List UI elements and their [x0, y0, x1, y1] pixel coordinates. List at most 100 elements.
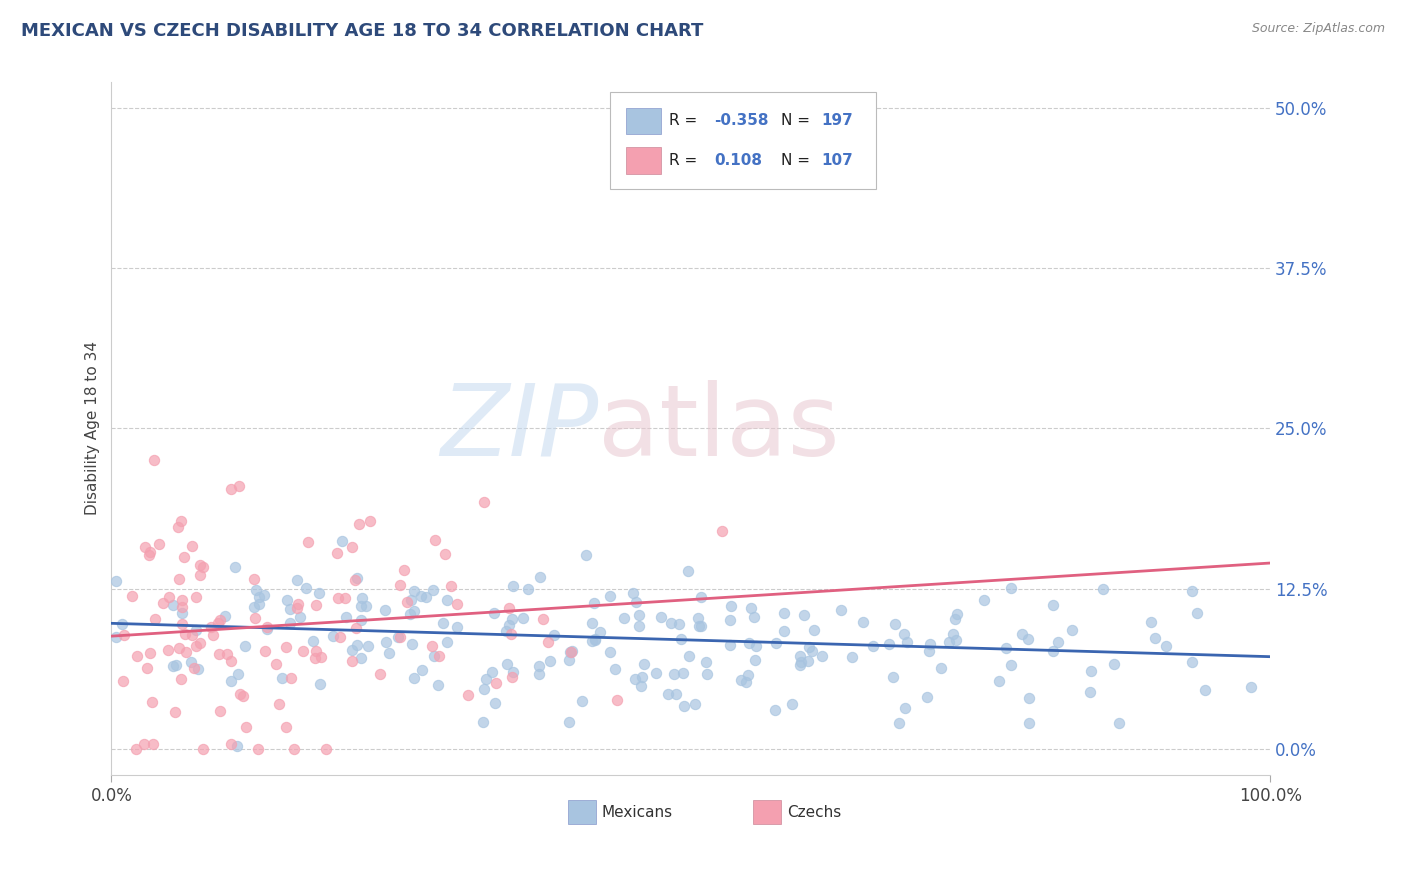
Point [917, 690, 939, 705]
Point [882, 670, 904, 684]
Point [180, 655, 202, 669]
Point [142, 737, 165, 751]
Point [613, 610, 636, 624]
Point [1011, 627, 1033, 641]
Point [297, 534, 319, 549]
Point [581, 634, 603, 648]
Point [228, 479, 250, 493]
Point [349, 651, 371, 665]
FancyBboxPatch shape [626, 108, 661, 134]
Point [427, 678, 450, 692]
Point [1018, 690, 1040, 705]
Point [215, 648, 238, 662]
Point [790, 655, 813, 669]
Point [423, 533, 446, 547]
Point [498, 601, 520, 615]
Point [271, 671, 294, 685]
Point [340, 540, 363, 554]
Point [301, 634, 323, 648]
Point [561, 644, 583, 658]
Point [1042, 644, 1064, 658]
Point [862, 640, 884, 654]
Point [633, 657, 655, 672]
Point [678, 648, 700, 663]
Text: Czechs: Czechs [787, 805, 841, 820]
Point [630, 679, 652, 693]
Point [184, 624, 207, 638]
Point [730, 673, 752, 687]
Point [253, 588, 276, 602]
Point [485, 676, 508, 690]
Point [773, 624, 796, 638]
Text: ZIP: ZIP [440, 380, 598, 477]
Point [243, 610, 266, 624]
Point [918, 637, 941, 651]
Point [1080, 665, 1102, 679]
Point [191, 560, 214, 574]
Point [346, 638, 368, 652]
Point [918, 644, 941, 658]
Point [350, 599, 373, 613]
Point [474, 672, 496, 686]
Point [112, 673, 135, 688]
Point [665, 687, 688, 701]
Point [350, 591, 373, 606]
Text: atlas: atlas [598, 380, 839, 477]
Point [720, 599, 742, 614]
Point [501, 612, 523, 626]
Point [695, 655, 717, 669]
Point [172, 593, 194, 607]
Point [672, 666, 695, 681]
Point [172, 599, 194, 614]
Point [427, 649, 450, 664]
Point [170, 616, 193, 631]
Point [1102, 657, 1125, 672]
Point [402, 671, 425, 685]
Point [744, 639, 766, 653]
Point [256, 620, 278, 634]
Point [744, 653, 766, 667]
Point [422, 582, 444, 597]
Point [340, 654, 363, 668]
Point [256, 622, 278, 636]
Point [112, 628, 135, 642]
Point [696, 667, 718, 681]
Point [167, 520, 190, 534]
Point [139, 646, 162, 660]
Point [537, 634, 560, 648]
Point [375, 635, 398, 649]
Point [221, 482, 243, 496]
Point [389, 630, 412, 644]
Point [326, 546, 349, 560]
Point [235, 720, 257, 734]
Point [308, 586, 330, 600]
Point [305, 599, 328, 613]
Point [896, 634, 918, 648]
Point [188, 558, 211, 572]
Point [583, 633, 606, 648]
Text: Mexicans: Mexicans [602, 805, 672, 820]
Point [322, 629, 344, 643]
Point [402, 584, 425, 599]
Point [208, 613, 231, 627]
Point [174, 645, 197, 659]
Point [278, 615, 301, 630]
Point [543, 627, 565, 641]
Point [512, 611, 534, 625]
Point [474, 495, 496, 509]
Point [718, 639, 741, 653]
Point [887, 716, 910, 731]
Point [1194, 683, 1216, 698]
Point [162, 658, 184, 673]
Point [946, 607, 969, 622]
Point [852, 615, 875, 630]
Point [671, 632, 693, 647]
Point [326, 591, 349, 605]
Point [169, 572, 191, 586]
Point [208, 647, 231, 661]
Point [304, 644, 326, 658]
Point [560, 644, 582, 658]
Point [280, 601, 302, 615]
Point [304, 650, 326, 665]
Point [285, 573, 308, 587]
